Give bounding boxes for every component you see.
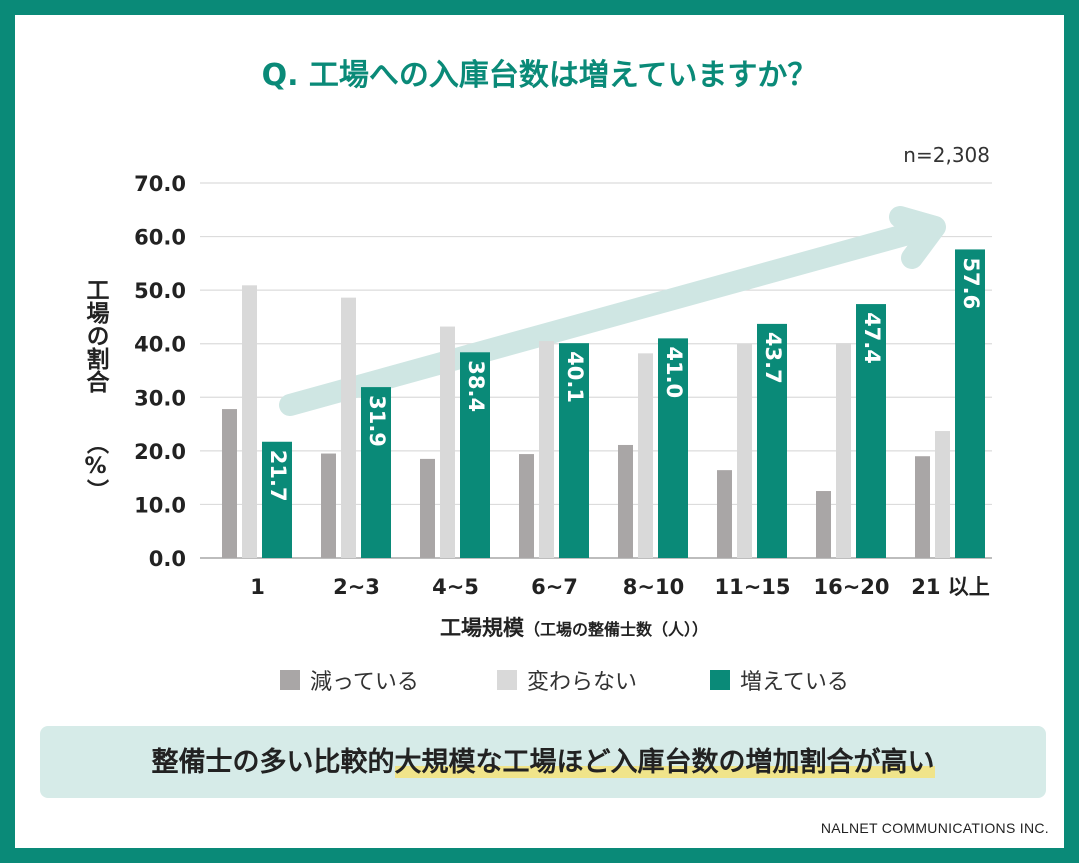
bar-unchanged [341, 297, 356, 558]
data-label: 43.7 [761, 332, 785, 384]
summary-highlight-2: 入庫台数の増加割合が高い [610, 747, 935, 778]
bar-increasing [262, 441, 292, 558]
y-tick-label: 0.0 [149, 547, 186, 571]
y-tick-label: 70.0 [134, 172, 186, 196]
bar-unchanged [836, 343, 851, 558]
y-axis-label: 工場の割合 [82, 278, 108, 393]
x-tick-label: 16~20 [813, 575, 889, 599]
trend-arrow-shaft [279, 217, 941, 416]
y-axis-unit: （%） [83, 432, 108, 501]
bar-increasing [658, 338, 688, 558]
chart-title: Q. 工場への入庫台数は増えていますか？ [261, 58, 818, 93]
bar-increasing [856, 304, 886, 558]
legend-label-unchanged: 変わらない [527, 670, 638, 695]
x-tick-label: 1 [250, 575, 265, 599]
bar-unchanged [737, 343, 752, 558]
bar-increasing [757, 323, 787, 558]
legend-label-increasing: 増えている [740, 670, 849, 695]
data-label: 41.0 [662, 346, 686, 398]
bar-unchanged [638, 353, 653, 558]
bar-decreasing [717, 470, 732, 558]
legend-item-decreasing: 減っている [280, 664, 419, 696]
bar-decreasing [420, 458, 435, 558]
legend-item-increasing: 増えている [710, 664, 849, 696]
bar-decreasing [321, 453, 336, 558]
x-tick-label: 4~5 [432, 575, 479, 599]
legend-label-decreasing: 減っている [310, 670, 419, 695]
legend-swatch-decreasing [280, 670, 300, 690]
x-tick-label: 8~10 [623, 575, 684, 599]
bar-decreasing [519, 454, 534, 558]
bar-decreasing [618, 444, 633, 558]
summary-text: 整備士の多い比較的大規模な工場ほど入庫台数の増加割合が高い [40, 740, 1046, 779]
legend-swatch-increasing [710, 670, 730, 690]
data-label: 57.6 [959, 257, 983, 309]
y-tick-label: 50.0 [134, 279, 186, 303]
bar-increasing [361, 387, 391, 558]
x-axis-label: 工場規模（工場の整備士数（人）） [440, 612, 820, 642]
bar-unchanged [539, 341, 554, 558]
legend-swatch-unchanged [497, 670, 517, 690]
summary-pre: 整備士の多い比較的 [151, 747, 395, 778]
x-axis-label-sub: （工場の整備士数（人）） [524, 620, 709, 639]
x-tick-label: 21 以上 [911, 575, 990, 599]
y-tick-label: 20.0 [134, 440, 186, 464]
legend-item-unchanged: 変わらない [497, 664, 637, 696]
trend-arrow-head [889, 206, 946, 269]
x-tick-label: 2~3 [333, 575, 380, 599]
bar-increasing [955, 249, 985, 558]
bar-decreasing [915, 456, 930, 558]
y-tick-label: 60.0 [134, 226, 186, 250]
y-tick-label: 10.0 [134, 493, 186, 517]
y-tick-label: 40.0 [134, 333, 186, 357]
bar-decreasing [816, 491, 831, 558]
data-label: 31.9 [365, 395, 389, 447]
bar-increasing [559, 343, 589, 558]
sample-size: n=2,308 [903, 143, 990, 167]
data-label: 21.7 [266, 450, 290, 502]
bar-increasing [460, 352, 490, 558]
bar-unchanged [935, 431, 950, 558]
x-tick-label: 11~15 [714, 575, 790, 599]
bar-decreasing [222, 409, 237, 558]
data-label: 40.1 [563, 351, 587, 403]
footer-credit: NALNET COMMUNICATIONS INC. [820, 820, 1049, 836]
x-tick-label: 6~7 [531, 575, 578, 599]
bar-unchanged [440, 326, 455, 558]
data-label: 38.4 [464, 360, 488, 412]
x-axis-label-main: 工場規模 [440, 616, 524, 640]
data-label: 47.4 [860, 312, 884, 364]
y-tick-label: 30.0 [134, 386, 186, 410]
summary-highlight-1: 大規模な工場ほど [394, 747, 611, 778]
bar-unchanged [242, 285, 257, 558]
